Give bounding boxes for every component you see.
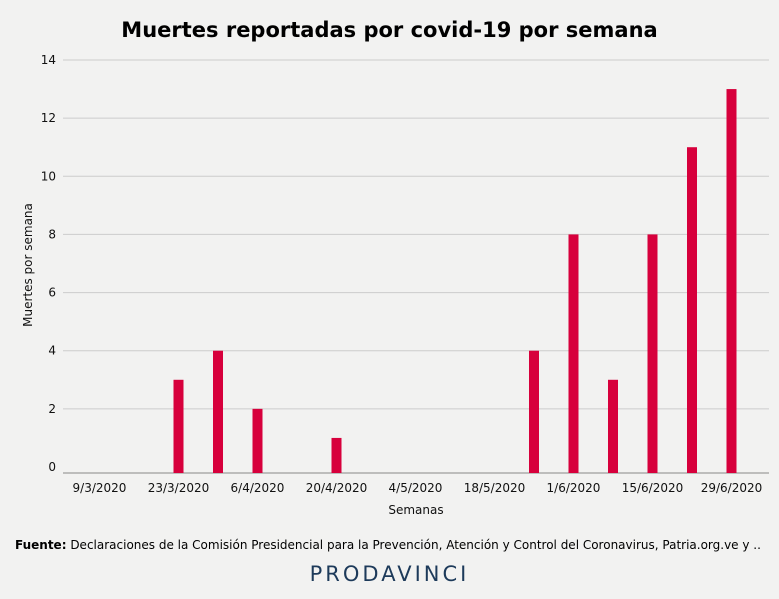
bar bbox=[568, 234, 579, 473]
chart-title: Muertes reportadas por covid-19 por sema… bbox=[121, 18, 658, 42]
bar bbox=[252, 408, 263, 473]
y-tick-labels: 0 2 4 6 8 10 12 14 bbox=[41, 53, 56, 474]
x-tick-label: 4/5/2020 bbox=[389, 481, 443, 495]
source-label: Fuente: bbox=[15, 538, 67, 552]
x-tick-label: 29/6/2020 bbox=[701, 481, 763, 495]
y-tick-label: 12 bbox=[41, 111, 56, 125]
source-text: Declaraciones de la Comisión Presidencia… bbox=[66, 538, 761, 552]
x-tick-label: 15/6/2020 bbox=[622, 481, 684, 495]
y-tick-label: 6 bbox=[48, 286, 56, 300]
bar bbox=[213, 350, 223, 473]
x-tick-label: 20/4/2020 bbox=[306, 481, 368, 495]
y-tick-label: 4 bbox=[48, 344, 56, 358]
x-tick-label: 9/3/2020 bbox=[73, 481, 127, 495]
bar bbox=[687, 147, 697, 473]
prodavinci-logo: PRODAVINCI bbox=[309, 562, 470, 586]
x-tick-label: 23/3/2020 bbox=[148, 481, 210, 495]
y-tick-label: 10 bbox=[41, 169, 56, 183]
bar bbox=[647, 234, 658, 473]
y-tick-label: 8 bbox=[48, 227, 56, 241]
x-tick-label: 18/5/2020 bbox=[464, 481, 526, 495]
bar bbox=[726, 89, 737, 474]
bar bbox=[608, 379, 618, 473]
y-tick-label: 0 bbox=[48, 460, 56, 474]
bars bbox=[173, 89, 737, 474]
bar bbox=[173, 379, 184, 473]
bar-chart: 0 2 4 6 8 10 12 14 9/3/2020 23/3/2020 6/4/2020 20/… bbox=[21, 53, 769, 517]
x-tick-labels: 9/3/2020 23/3/2020 6/4/2020 20/4/2020 4/5/20… bbox=[73, 481, 763, 495]
grid-lines bbox=[63, 59, 769, 474]
source-note: Fuente: Declaraciones de la Comisión Pre… bbox=[15, 538, 775, 552]
y-tick-label: 2 bbox=[48, 402, 56, 416]
x-tick-label: 1/6/2020 bbox=[547, 481, 601, 495]
bar bbox=[331, 437, 342, 473]
x-axis-label: Semanas bbox=[388, 503, 443, 517]
x-tick-label: 6/4/2020 bbox=[231, 481, 285, 495]
bar bbox=[529, 350, 539, 473]
y-axis-label: Muertes por semana bbox=[21, 203, 35, 327]
y-tick-label: 14 bbox=[41, 53, 56, 67]
